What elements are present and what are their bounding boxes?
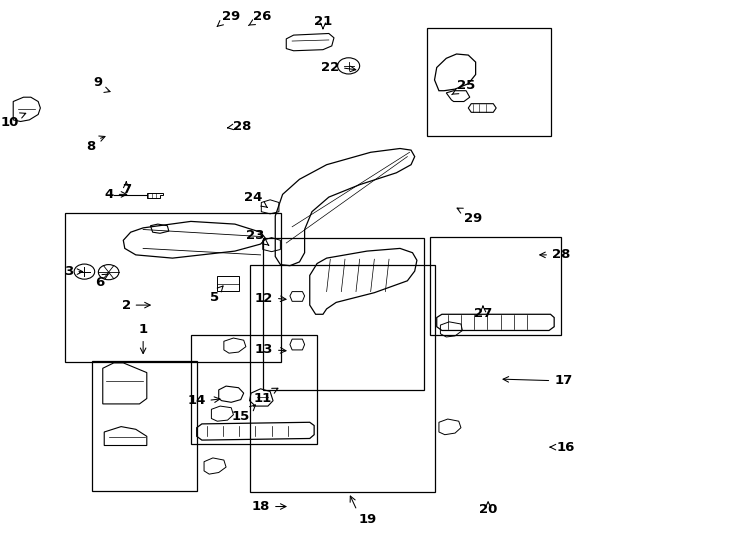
- Text: 14: 14: [187, 394, 206, 407]
- Bar: [263, 238, 424, 390]
- Text: 8: 8: [86, 140, 95, 153]
- Text: 2: 2: [122, 299, 131, 312]
- Text: 23: 23: [246, 229, 264, 242]
- Text: 17: 17: [554, 374, 573, 387]
- Text: 26: 26: [253, 10, 272, 23]
- Text: 11: 11: [253, 392, 272, 404]
- Text: 3: 3: [64, 265, 73, 278]
- Bar: [65, 213, 281, 362]
- Text: 5: 5: [210, 291, 219, 303]
- Text: 6: 6: [95, 276, 104, 289]
- Bar: [250, 265, 435, 492]
- Text: 4: 4: [104, 188, 114, 201]
- Text: 19: 19: [358, 513, 377, 526]
- Bar: [217, 276, 239, 291]
- Text: 28: 28: [552, 248, 570, 261]
- Text: 1: 1: [139, 323, 148, 336]
- Text: 7: 7: [122, 183, 131, 195]
- Text: 22: 22: [321, 61, 339, 74]
- Text: 25: 25: [457, 79, 475, 92]
- Text: 27: 27: [474, 307, 492, 320]
- Text: 29: 29: [464, 212, 482, 225]
- Text: 12: 12: [255, 292, 273, 305]
- Text: 28: 28: [233, 120, 252, 133]
- Text: 10: 10: [1, 116, 19, 129]
- Text: 16: 16: [556, 441, 575, 454]
- Bar: [430, 237, 561, 335]
- Bar: [92, 361, 197, 491]
- Text: 13: 13: [255, 343, 273, 356]
- Bar: [191, 335, 317, 444]
- Text: 24: 24: [244, 191, 263, 204]
- Text: 9: 9: [94, 76, 103, 89]
- Text: 20: 20: [479, 503, 498, 516]
- Text: 18: 18: [252, 500, 270, 513]
- Text: 29: 29: [222, 10, 240, 23]
- Text: 21: 21: [314, 15, 332, 28]
- Bar: [427, 28, 550, 136]
- Text: 15: 15: [231, 410, 250, 423]
